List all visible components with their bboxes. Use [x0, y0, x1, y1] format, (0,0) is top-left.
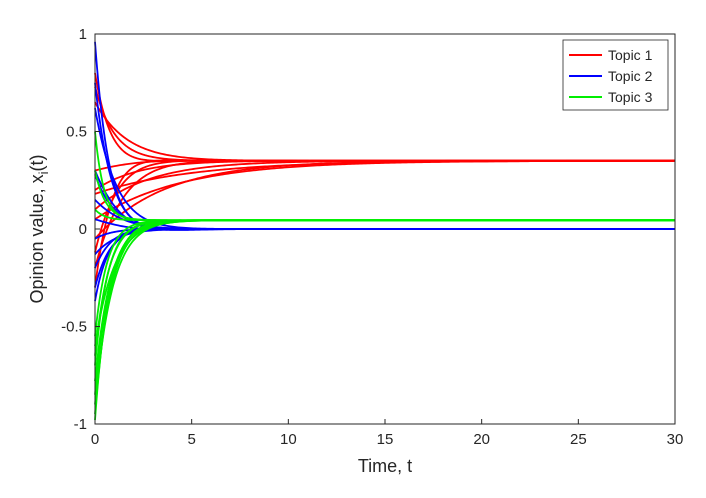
y-axis-label-sub: i: [36, 171, 51, 174]
y-tick-label: 1: [79, 26, 87, 43]
x-axis-label: Time, t: [358, 456, 412, 476]
legend-label-topic-3: Topic 3: [608, 89, 653, 105]
x-tick-label: 20: [473, 431, 490, 448]
trajectory-line: [94, 159, 675, 191]
y-axis-label-tail: (t): [27, 155, 47, 172]
legend: Topic 1 Topic 2 Topic 3: [562, 39, 669, 111]
x-tick-label: 15: [377, 431, 394, 448]
x-tick-label: 0: [91, 431, 99, 448]
y-tick-label: -0.5: [61, 319, 87, 336]
y-tick-label: 0.5: [66, 124, 87, 141]
y-tick-label: -1: [74, 416, 87, 433]
series-topic-3: [94, 131, 675, 421]
series-layer: [94, 41, 675, 421]
legend-label-topic-2: Topic 2: [608, 68, 653, 84]
legend-label-topic-1: Topic 1: [608, 47, 653, 63]
y-axis-label: Opinion value, xi(t): [27, 155, 51, 304]
x-tick-label: 10: [280, 431, 297, 448]
x-tick-label: 5: [187, 431, 195, 448]
series-topic-1: [94, 72, 675, 288]
x-tick-label: 25: [570, 431, 587, 448]
trajectory-line: [94, 208, 675, 222]
x-tick-label: 30: [667, 431, 684, 448]
y-axis-label-main: Opinion value, x: [27, 174, 47, 303]
ticks-layer: 0 5 10 15 20 25 30 -1 -0.5 0 0.5 1: [61, 26, 683, 448]
y-tick-label: 0: [79, 221, 87, 238]
